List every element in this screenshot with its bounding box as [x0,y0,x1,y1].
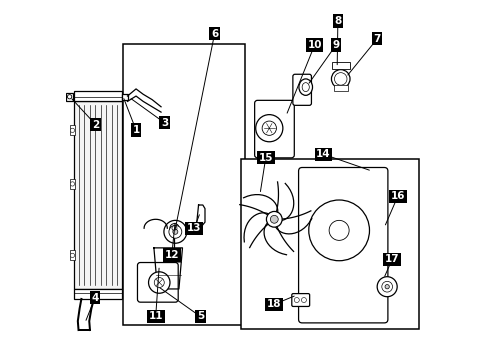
Text: 1: 1 [132,125,140,135]
Circle shape [329,220,349,240]
Circle shape [294,297,299,302]
Circle shape [256,114,283,142]
Text: 2: 2 [92,120,99,130]
Circle shape [309,200,369,261]
Ellipse shape [331,69,350,88]
FancyBboxPatch shape [292,294,310,306]
Bar [74,289,122,299]
Bar [70,179,75,189]
Text: 6: 6 [211,28,218,39]
Circle shape [170,224,179,233]
FancyBboxPatch shape [293,74,312,105]
Circle shape [262,121,276,135]
FancyBboxPatch shape [255,100,294,158]
Circle shape [169,225,182,238]
Circle shape [301,297,306,302]
Bar [74,102,122,289]
Ellipse shape [335,73,347,85]
Bar [334,85,348,91]
Circle shape [71,128,74,132]
Bar [70,250,75,260]
Text: 13: 13 [187,223,201,233]
Ellipse shape [302,83,309,91]
Circle shape [71,253,74,257]
Circle shape [382,282,392,292]
FancyBboxPatch shape [138,262,178,302]
Text: 17: 17 [385,254,399,264]
Circle shape [172,226,177,231]
Circle shape [377,277,397,297]
Circle shape [164,220,187,243]
Ellipse shape [299,79,313,95]
Bar [242,159,419,329]
Circle shape [267,211,282,227]
Text: 4: 4 [91,293,98,303]
Text: 14: 14 [316,149,331,159]
Text: 12: 12 [165,250,179,260]
Text: 10: 10 [307,40,322,50]
Text: 16: 16 [391,191,405,201]
Text: 15: 15 [258,153,273,163]
Text: 3: 3 [161,118,168,128]
Text: 9: 9 [333,40,340,50]
Bar [66,93,73,101]
Circle shape [173,229,178,234]
Circle shape [68,95,72,99]
Bar [122,94,128,100]
Bar [123,44,245,325]
Text: 7: 7 [373,34,381,44]
Text: 11: 11 [148,311,163,321]
Text: 8: 8 [334,16,342,26]
Circle shape [270,215,278,223]
Bar [70,125,75,135]
Bar [74,91,122,102]
Circle shape [148,272,170,293]
Circle shape [385,284,390,289]
Text: 5: 5 [196,311,204,321]
Bar [332,63,350,69]
Text: 18: 18 [267,299,282,309]
FancyBboxPatch shape [298,167,388,323]
Circle shape [71,182,74,186]
Circle shape [154,278,164,288]
